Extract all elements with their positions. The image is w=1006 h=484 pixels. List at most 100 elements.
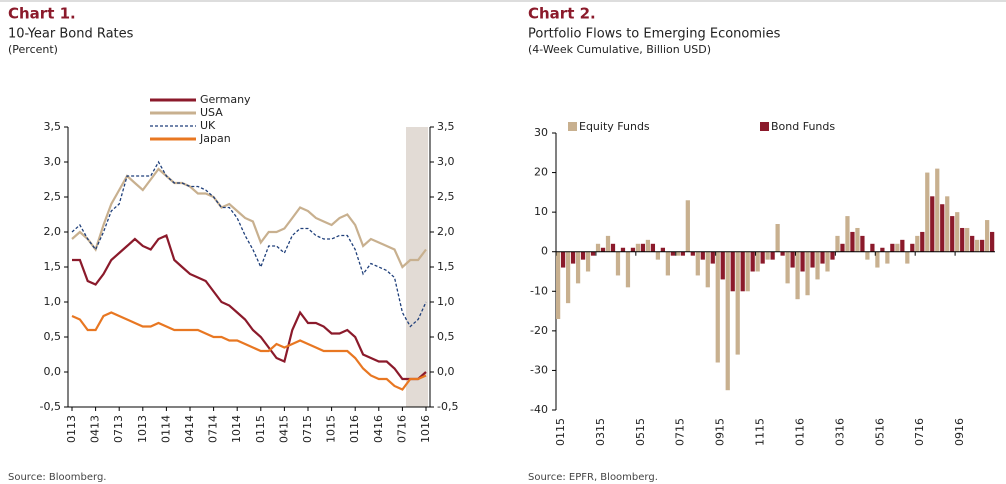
y2-tick-label: 3,5 bbox=[437, 120, 455, 133]
chart-unit: (Percent) bbox=[8, 43, 58, 56]
bar bbox=[840, 243, 845, 252]
x-tick-label: 1013 bbox=[136, 415, 149, 443]
line-series bbox=[72, 233, 427, 381]
y2-tick-label: 0,0 bbox=[437, 365, 455, 378]
line-series bbox=[71, 311, 427, 391]
bar bbox=[735, 251, 740, 355]
legend-label: Equity Funds bbox=[579, 120, 650, 133]
bar bbox=[785, 251, 790, 284]
x-tick-label: 0414 bbox=[183, 415, 196, 443]
bar bbox=[600, 247, 606, 252]
bar bbox=[930, 196, 935, 252]
y-tick-label: 2,0 bbox=[44, 225, 62, 238]
x-tick-label: 0515 bbox=[634, 418, 647, 446]
y2-tick-label: 0,5 bbox=[437, 330, 455, 343]
x-tick-label: 0714 bbox=[207, 415, 220, 443]
y-tick-label: 0,5 bbox=[44, 330, 62, 343]
bar bbox=[865, 251, 870, 260]
bar bbox=[620, 247, 626, 252]
bar bbox=[915, 235, 920, 252]
x-tick-label: 0114 bbox=[159, 415, 172, 443]
bar bbox=[565, 251, 571, 304]
y2-tick-label: -0,5 bbox=[437, 400, 458, 413]
bar bbox=[575, 251, 581, 284]
bar bbox=[655, 251, 661, 260]
y-tick-label: 2,5 bbox=[44, 190, 62, 203]
line-series bbox=[71, 167, 427, 269]
bar bbox=[940, 204, 945, 252]
bar bbox=[720, 251, 725, 280]
x-tick-label: 0715 bbox=[301, 415, 314, 443]
x-tick-label: 0716 bbox=[395, 415, 408, 443]
x-tick-label: 0716 bbox=[913, 418, 926, 446]
bar bbox=[965, 227, 970, 252]
bar bbox=[745, 251, 750, 292]
y-tick-label: 10 bbox=[534, 205, 548, 218]
y-tick-label: 0,0 bbox=[44, 365, 62, 378]
bar bbox=[595, 243, 601, 252]
legend-label: Japan bbox=[199, 132, 231, 145]
legend-label: UK bbox=[200, 119, 216, 132]
x-tick-label: 0116 bbox=[793, 418, 806, 446]
bar bbox=[695, 251, 700, 276]
bar bbox=[830, 251, 835, 260]
x-tick-label: 0916 bbox=[953, 418, 966, 446]
bar bbox=[855, 227, 860, 252]
legend-label: Germany bbox=[200, 93, 251, 106]
bar bbox=[795, 251, 800, 300]
x-tick-label: 0115 bbox=[254, 415, 267, 443]
bar bbox=[820, 251, 825, 264]
bar bbox=[645, 239, 651, 252]
bar bbox=[905, 251, 910, 264]
chart-subtitle: Portfolio Flows to Emerging Economies bbox=[528, 27, 781, 42]
x-tick-label: 0516 bbox=[873, 418, 886, 446]
x-tick-label: 1016 bbox=[419, 415, 432, 443]
bar bbox=[755, 251, 760, 272]
chart-subtitle: 10-Year Bond Rates bbox=[8, 27, 134, 42]
y2-tick-label: 1,0 bbox=[437, 295, 455, 308]
bar bbox=[765, 251, 770, 260]
x-tick-label: 0715 bbox=[674, 418, 687, 446]
highlight-band bbox=[406, 127, 428, 407]
x-tick-label: 0116 bbox=[348, 415, 361, 443]
bar bbox=[580, 251, 586, 260]
y-tick-label: 20 bbox=[534, 166, 548, 179]
source-note: Source: Bloomberg. bbox=[8, 472, 106, 483]
bar bbox=[975, 239, 980, 252]
bar bbox=[980, 239, 985, 252]
bar bbox=[990, 231, 995, 252]
x-tick-label: 0915 bbox=[714, 418, 727, 446]
bar bbox=[835, 235, 840, 252]
bar bbox=[960, 227, 965, 252]
legend-label: USA bbox=[200, 106, 223, 119]
y-tick-label: -30 bbox=[530, 363, 548, 376]
bar bbox=[900, 239, 905, 252]
bar bbox=[935, 168, 940, 252]
x-tick-label: 0416 bbox=[372, 415, 385, 443]
legend-label: Bond Funds bbox=[771, 120, 835, 133]
bar bbox=[625, 251, 631, 288]
bar bbox=[730, 251, 735, 292]
bar bbox=[885, 251, 890, 264]
y2-tick-label: 1,5 bbox=[437, 260, 455, 273]
bar bbox=[585, 251, 591, 272]
bar bbox=[650, 243, 656, 252]
bar bbox=[955, 212, 960, 252]
x-tick-label: 1014 bbox=[230, 415, 243, 443]
bar bbox=[570, 251, 576, 264]
legend-swatch bbox=[568, 122, 577, 131]
bar bbox=[740, 251, 745, 292]
bar bbox=[890, 243, 895, 252]
bar bbox=[640, 243, 646, 252]
x-tick-label: 1115 bbox=[754, 418, 767, 446]
chart-title: Chart 1. bbox=[8, 5, 76, 23]
x-tick-label: 0316 bbox=[833, 418, 846, 446]
x-tick-label: 0315 bbox=[594, 418, 607, 446]
bar bbox=[790, 251, 795, 268]
bar bbox=[590, 251, 596, 256]
source-note: Source: EPFR, Bloomberg. bbox=[528, 472, 658, 483]
x-tick-label: 0115 bbox=[554, 418, 567, 446]
bar bbox=[556, 251, 561, 319]
x-tick-label: 0415 bbox=[277, 415, 290, 443]
